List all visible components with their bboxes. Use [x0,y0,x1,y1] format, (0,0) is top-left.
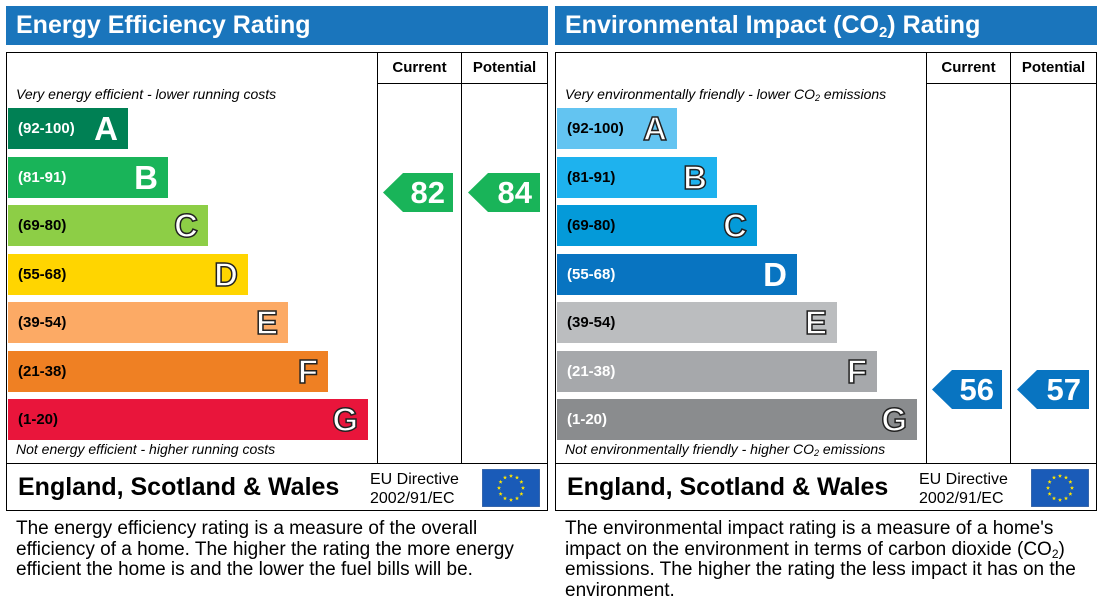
band-b: (81-91) B [557,156,717,198]
region-label: England, Scotland & Wales [567,473,889,501]
band-b: (81-91) B [8,156,168,198]
energy-efficiency-chart: Current Potential Very energy efficient … [6,52,548,464]
footer: England, Scotland & Wales EU Directive 2… [6,464,548,511]
eu-directive: EU Directive 2002/91/EC [919,470,1008,508]
rating-bands: (92-100) A (81-91) B (69-80) C (55-68) D (39-54)… [8,108,376,443]
eu-directive: EU Directive 2002/91/EC [370,470,459,508]
band-letter-label: C [173,206,198,245]
band-letter-label: D [213,255,238,294]
band-letter-label: A [94,110,118,147]
band-letter-label: G [881,400,908,439]
energy-efficiency-title: Energy Efficiency Rating [6,6,548,45]
energy-efficiency-panel: Energy Efficiency Rating Current Potenti… [6,6,548,610]
band-range-label: (69-80) [567,217,616,234]
column-divider [1010,53,1011,463]
potential-column-header: Potential [472,59,537,76]
band-c: (69-80) C [8,205,208,246]
directive-line: EU Directive [370,471,459,488]
environmental-impact-panel: Environmental Impact (CO2) Rating Curren… [555,6,1097,610]
band-letter-label: A [642,109,667,148]
band-d: (55-68) D [8,253,248,295]
environmental-impact-title: Environmental Impact (CO2) Rating [555,6,1097,45]
band-a: (92-100) A [557,108,677,149]
current-column-header: Current [392,59,447,76]
current-rating-arrow: 56 [932,369,1002,409]
band-letter-label: C [722,206,747,245]
current-rating-arrow: 82 [383,172,453,212]
bottom-note: Not environmentally friendly - higher CO… [565,441,886,458]
band-range-label: (1-20) [567,411,608,428]
region-label: England, Scotland & Wales [18,473,340,501]
band-g: (1-20) G [557,399,917,440]
band-range-label: (69-80) [18,217,67,234]
environmental-impact-chart: Current Potential Very environmentally f… [555,52,1097,464]
band-f: (21-38) F [8,350,328,392]
current-rating-value: 82 [410,174,445,210]
environmental-impact-description: The environmental impact rating is a mea… [565,518,1076,601]
band-range-label: (21-38) [567,362,616,380]
directive-code: 2002/91/EC [370,490,455,507]
band-letter-label: E [255,303,279,342]
directive-line: EU Directive [919,471,1008,488]
column-divider [377,53,378,463]
band-range-label: (39-54) [567,314,616,331]
potential-rating-value: 84 [497,174,532,210]
band-range-label: (39-54) [18,314,67,331]
eu-flag-icon [482,469,540,507]
band-range-label: (55-68) [567,265,616,283]
band-letter-label: E [804,303,828,342]
band-d: (55-68) D [557,253,797,295]
band-c: (69-80) C [557,205,757,246]
band-letter-label: F [846,352,868,391]
eu-flag-icon [1031,469,1089,507]
band-e: (39-54) E [557,302,837,343]
potential-rating-arrow: 57 [1017,369,1089,409]
energy-efficiency-description: The energy efficiency rating is a measur… [16,518,514,580]
band-range-label: (92-100) [567,120,624,137]
potential-column-header: Potential [1021,59,1086,76]
current-column-header: Current [941,59,996,76]
band-letter-label: B [134,158,158,196]
band-letter-label: F [297,352,319,391]
directive-code: 2002/91/EC [919,490,1004,507]
band-range-label: (92-100) [18,120,75,137]
potential-rating-arrow: 84 [468,172,540,212]
band-range-label: (81-91) [18,168,67,186]
band-range-label: (21-38) [18,362,67,380]
band-letter-label: G [332,400,359,439]
top-note: Very environmentally friendly - lower CO… [565,86,887,103]
current-rating-value: 56 [959,371,994,407]
potential-rating-value: 57 [1046,371,1081,407]
header-divider [926,83,1096,84]
band-range-label: (55-68) [18,265,67,283]
header-divider [377,83,547,84]
band-range-label: (1-20) [18,411,59,428]
rating-bands: (92-100) A (81-91) B (69-80) C (55-68) D (39-54)… [557,108,925,443]
column-divider [461,53,462,463]
top-note: Very energy efficient - lower running co… [16,86,277,102]
band-f: (21-38) F [557,350,877,392]
band-a: (92-100) A [8,108,128,149]
band-range-label: (81-91) [567,168,616,186]
band-g: (1-20) G [8,399,368,440]
footer: England, Scotland & Wales EU Directive 2… [555,464,1097,511]
column-divider [926,53,927,463]
band-letter-label: D [763,255,787,293]
band-e: (39-54) E [8,302,288,343]
bottom-note: Not energy efficient - higher running co… [16,441,276,457]
band-letter-label: B [682,158,707,197]
